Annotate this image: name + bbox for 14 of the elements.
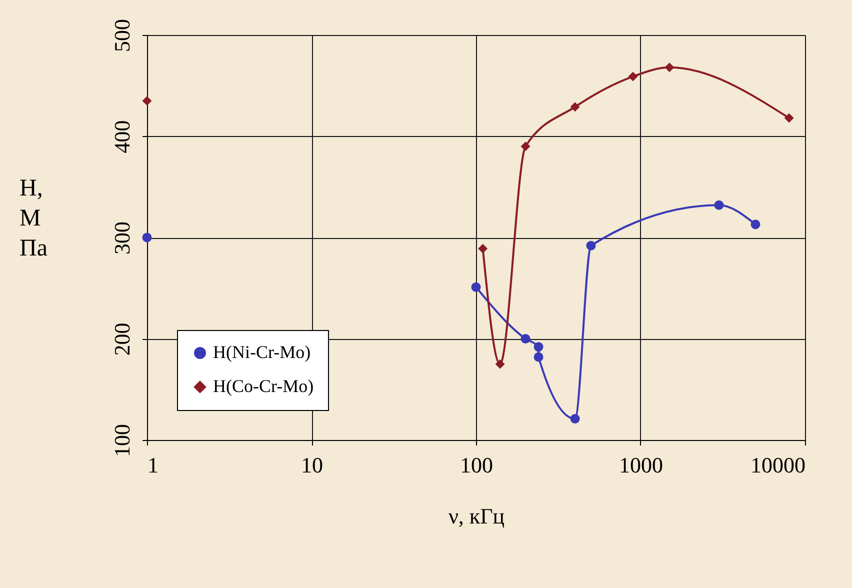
x-tick-label: 10000 <box>750 452 806 478</box>
legend-label: H(Ni-Cr-Mo) <box>213 342 311 362</box>
y-tick-label: 100 <box>110 424 134 457</box>
x-tick-label: 100 <box>460 452 493 478</box>
x-axis-title: ν, кГц <box>448 504 505 528</box>
y-tick-label: 300 <box>110 222 134 254</box>
y-axis-title: Н, М Па <box>20 176 48 262</box>
x-tick-label: 1 <box>148 452 158 478</box>
legend-label: H(Co-Cr-Mo) <box>213 376 314 396</box>
x-tick-label: 10 <box>301 452 323 478</box>
x-tick-label: 1000 <box>619 452 663 478</box>
y-tick-label: 400 <box>110 120 134 154</box>
y-tick-label: 500 <box>110 19 134 52</box>
y-tick-label: 200 <box>110 322 134 356</box>
